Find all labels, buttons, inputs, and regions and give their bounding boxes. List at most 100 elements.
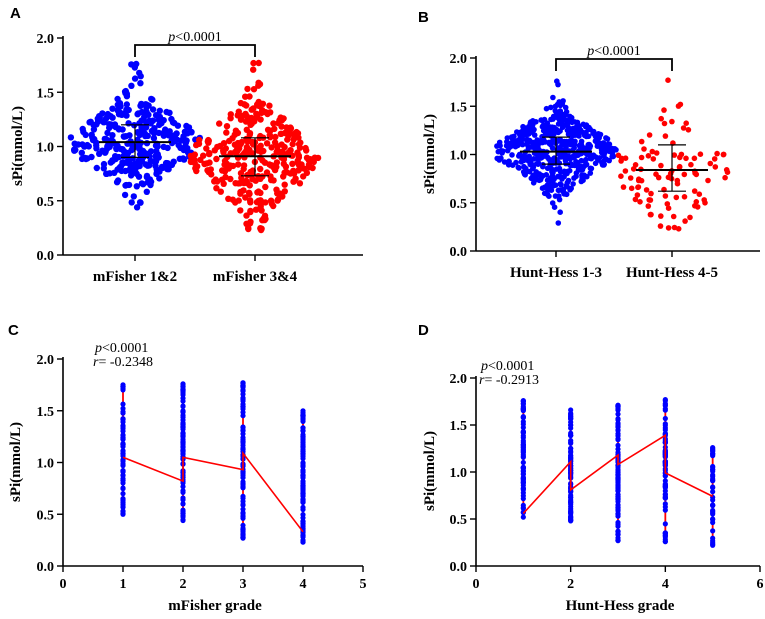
x-tick-label-C: 3 — [240, 577, 247, 592]
data-point-A — [173, 130, 180, 137]
data-point-A — [139, 181, 147, 188]
data-point-A — [161, 131, 168, 138]
data-point-B — [549, 172, 556, 179]
data-point-A — [281, 181, 288, 188]
data-point-A — [136, 131, 143, 139]
data-point-D — [615, 416, 621, 422]
data-point-D — [568, 517, 574, 524]
data-point-B — [494, 155, 501, 162]
data-point-A — [112, 123, 119, 131]
data-point-A — [89, 134, 96, 141]
data-point-B — [564, 179, 571, 186]
x-tick-label-C: 1 — [120, 577, 127, 592]
data-point-A — [220, 140, 228, 147]
data-point-B — [681, 194, 688, 200]
data-point-A — [143, 173, 151, 181]
data-point-C — [120, 436, 126, 442]
data-point-D — [615, 504, 621, 510]
data-point-B — [500, 148, 506, 154]
data-point-A — [271, 125, 278, 133]
data-point-A — [273, 163, 280, 171]
data-point-C — [120, 498, 126, 504]
data-point-A — [130, 193, 137, 200]
data-point-A — [259, 106, 266, 114]
data-point-D — [520, 459, 526, 466]
data-point-D — [520, 414, 526, 420]
data-point-B — [606, 157, 612, 164]
y-tick-label-D: 1.0 — [450, 466, 468, 481]
y-tick-label-A: 1.0 — [37, 141, 55, 156]
data-point-B — [564, 118, 571, 124]
data-point-A — [255, 197, 262, 204]
data-point-C — [300, 418, 306, 424]
data-point-A — [123, 101, 130, 108]
data-point-B — [506, 158, 512, 165]
data-point-A — [150, 135, 158, 142]
data-point-D — [710, 472, 716, 478]
data-point-A — [307, 156, 314, 163]
y-tick-label-C: 2.0 — [37, 353, 55, 368]
data-point-A — [270, 120, 277, 127]
data-point-A — [147, 157, 154, 164]
data-point-B — [664, 201, 671, 207]
data-point-B — [563, 138, 570, 145]
data-point-D — [615, 510, 621, 517]
data-point-A — [138, 108, 146, 116]
data-point-B — [533, 161, 540, 167]
data-point-A — [222, 145, 229, 152]
data-point-D — [710, 489, 716, 495]
data-point-B — [530, 180, 537, 186]
data-point-A — [136, 162, 143, 170]
data-point-A — [267, 134, 274, 141]
data-point-A — [133, 204, 141, 211]
data-point-D — [520, 398, 526, 404]
data-point-B — [587, 170, 594, 176]
data-point-A — [257, 165, 264, 173]
data-point-A — [289, 140, 296, 148]
chart-panel-d: 0.0 0.5 1.0 1.5 2.0 sPi(mmol/L) 0 2 4 6 Hunt-Hess … — [422, 359, 764, 614]
data-point-A — [270, 177, 277, 184]
data-point-B — [613, 147, 619, 153]
data-point-B — [683, 120, 689, 126]
data-point-A — [276, 149, 284, 156]
data-point-B — [648, 190, 654, 197]
data-point-C — [240, 481, 246, 487]
data-point-B — [670, 213, 677, 220]
category-label-B: Hunt-Hess 4-5 — [626, 265, 718, 281]
data-point-A — [136, 69, 143, 77]
data-point-B — [641, 146, 647, 152]
data-point-A — [204, 167, 211, 174]
data-point-C — [120, 469, 126, 475]
data-point-C — [300, 433, 306, 439]
data-point-B — [525, 131, 531, 137]
data-point-D — [568, 439, 574, 445]
data-point-A — [133, 183, 140, 190]
data-point-D — [615, 437, 621, 443]
data-point-D — [568, 453, 574, 459]
data-point-B — [658, 115, 664, 122]
data-point-A — [243, 144, 251, 151]
data-point-B — [622, 168, 629, 174]
data-point-A — [212, 176, 219, 183]
data-point-B — [681, 171, 688, 178]
data-point-C — [180, 395, 186, 401]
data-point-D — [662, 530, 668, 536]
y-tick-label-A: 0.0 — [37, 249, 55, 264]
data-point-A — [290, 170, 298, 177]
data-point-D — [568, 495, 574, 501]
data-point-A — [102, 135, 110, 143]
data-point-A — [170, 158, 177, 165]
data-point-B — [528, 126, 534, 132]
data-point-C — [120, 504, 126, 510]
data-point-A — [107, 113, 114, 120]
data-point-A — [223, 123, 231, 130]
data-point-A — [285, 149, 293, 156]
data-point-B — [540, 117, 546, 124]
data-point-C — [120, 463, 126, 469]
data-point-A — [245, 189, 253, 196]
data-point-C — [300, 484, 306, 490]
data-point-C — [180, 430, 186, 436]
data-point-B — [665, 205, 672, 211]
data-point-C — [120, 472, 126, 479]
data-point-A — [113, 179, 121, 186]
